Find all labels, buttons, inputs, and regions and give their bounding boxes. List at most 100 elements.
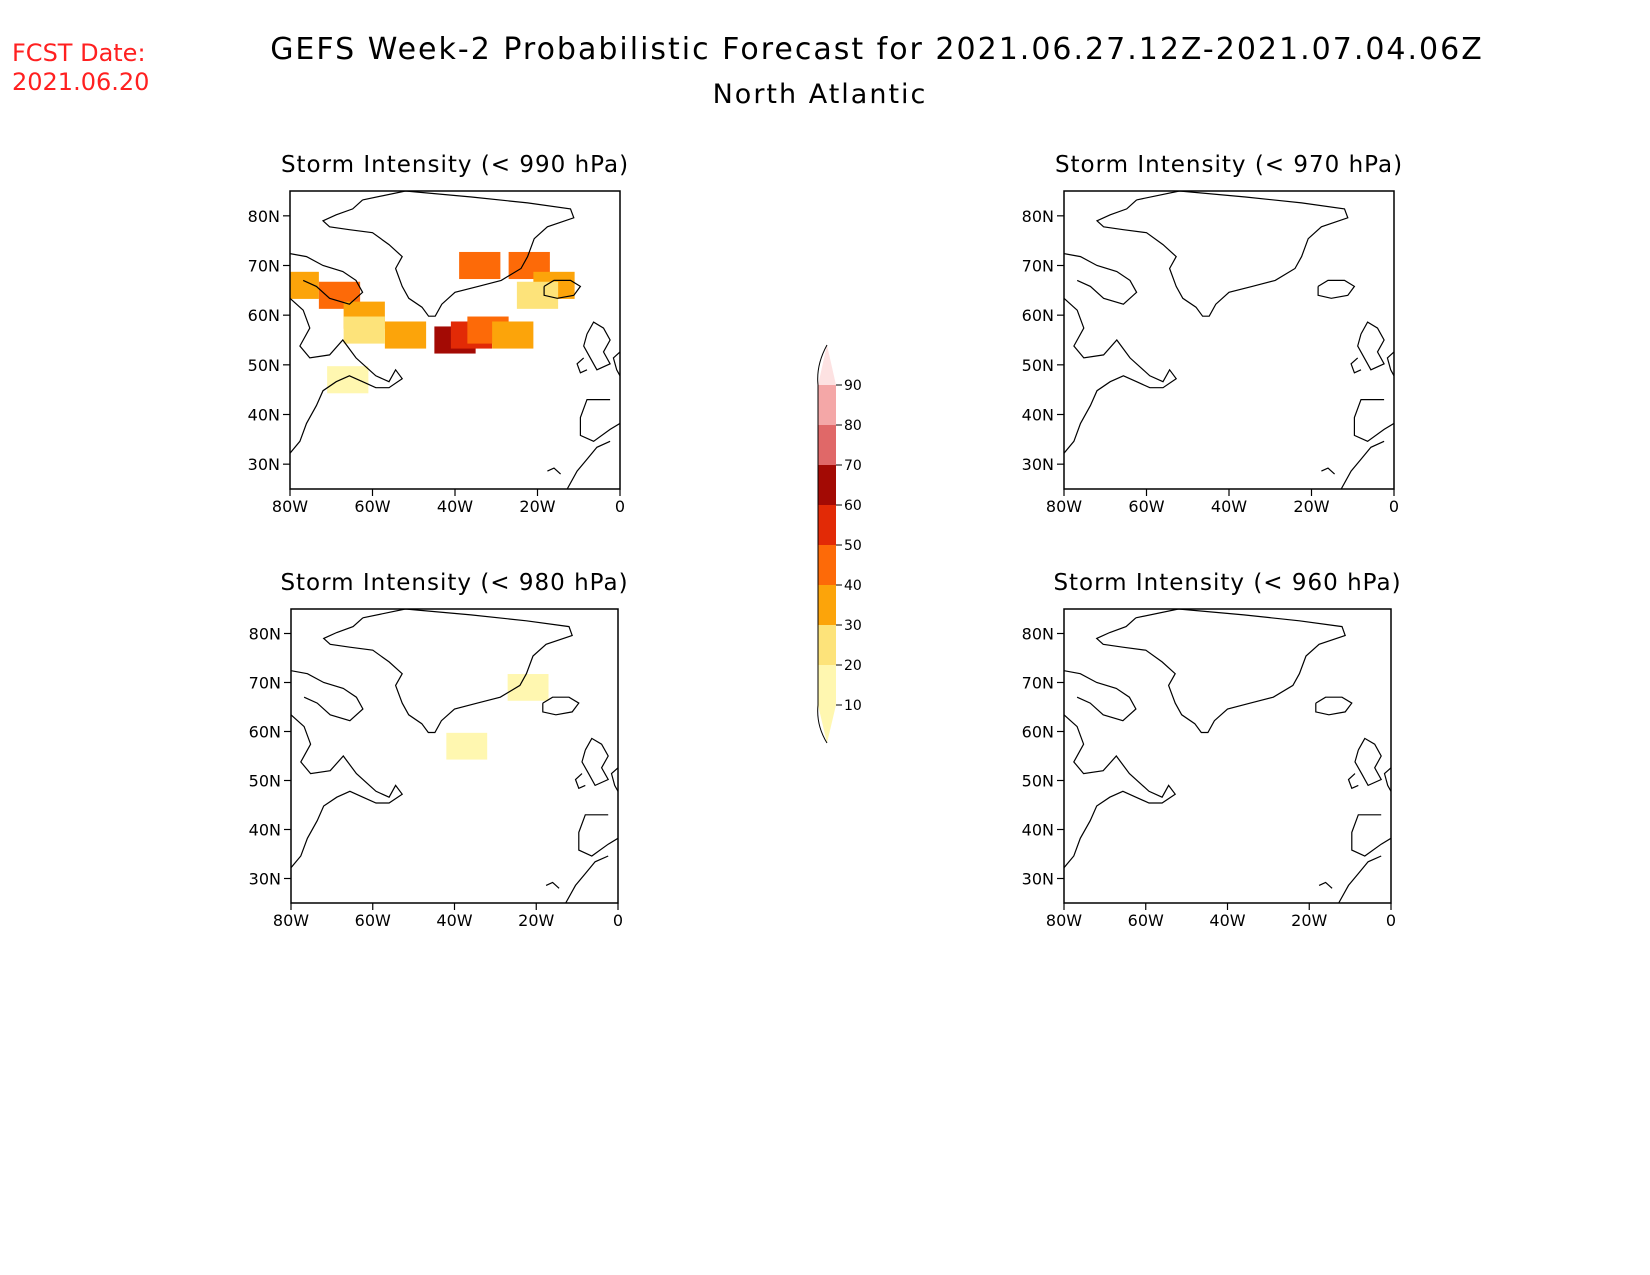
colorbar-segment — [818, 625, 836, 665]
coast-line — [291, 714, 404, 869]
coast-line — [574, 773, 586, 790]
map-frame — [1063, 190, 1395, 490]
coast-line — [290, 297, 404, 454]
coastline — [291, 609, 618, 903]
fcst-date-value: 2021.06.20 — [12, 68, 149, 96]
fcst-date-label: FCST Date: — [12, 39, 146, 67]
colorbar-tick-label: 80 — [844, 418, 862, 434]
colorbar-segment — [818, 385, 836, 425]
lon-tick-label: 60W — [355, 911, 391, 930]
coast-line — [1317, 279, 1356, 299]
coast-line — [579, 399, 620, 442]
coast-line — [612, 351, 620, 377]
panel-title: Storm Intensity (< 970 hPa) — [1055, 152, 1403, 178]
coast-line — [1315, 696, 1353, 716]
probability-cell — [492, 321, 534, 349]
lon-tick-label: 0 — [1386, 911, 1396, 930]
lon-tick-label: 20W — [519, 497, 555, 516]
colorbar-segment — [818, 545, 836, 585]
coast-line — [566, 440, 611, 489]
coast-line — [1095, 609, 1346, 734]
lon-tick-label: 80W — [1046, 497, 1082, 516]
lon-tick-label: 0 — [613, 911, 623, 930]
lat-tick-label: 30N — [1022, 870, 1054, 889]
coastline — [1064, 191, 1394, 489]
coast-line — [1321, 467, 1336, 475]
lat-tick-label: 30N — [249, 870, 281, 889]
coast-line — [565, 855, 609, 903]
map-panels: Storm Intensity (< 990 hPa) 80W 60W 40W 20W 0… — [248, 152, 1403, 930]
lon-tick-label: 40W — [1211, 497, 1247, 516]
colorbar-segment — [818, 425, 836, 465]
lat-tick-label: 50N — [1022, 772, 1054, 791]
lat-tick-label: 40N — [1022, 821, 1054, 840]
lat-tick-label: 80N — [249, 625, 281, 644]
coast-line — [321, 191, 575, 317]
lat-tick-label: 30N — [248, 455, 280, 474]
lon-tick-label: 0 — [1389, 497, 1399, 516]
coastline — [1064, 609, 1391, 903]
coast-line — [576, 357, 588, 374]
lat-tick-label: 80N — [1022, 625, 1054, 644]
coast-line — [1357, 321, 1385, 371]
coast-line — [1386, 351, 1394, 377]
lon-tick-label: 0 — [615, 497, 625, 516]
lon-tick-label: 40W — [436, 911, 472, 930]
coast-line — [1064, 253, 1138, 305]
coast-line — [1318, 881, 1333, 889]
coast-line — [1064, 297, 1178, 454]
lat-tick-label: 50N — [1022, 356, 1054, 375]
colorbar-tick-label: 90 — [844, 378, 862, 394]
coast-line — [610, 767, 618, 792]
colorbar-segment — [818, 585, 836, 625]
coast-line — [1338, 855, 1382, 903]
colorbar-tick-label: 10 — [844, 698, 862, 714]
lon-tick-label: 20W — [518, 911, 554, 930]
coast-line — [290, 253, 364, 305]
map-panel: Storm Intensity (< 990 hPa) 80W 60W 40W 20W 0… — [248, 152, 628, 516]
coast-line — [1347, 773, 1359, 790]
coast-line — [1354, 737, 1383, 787]
map-frame — [1063, 608, 1392, 904]
lon-tick-label: 80W — [273, 911, 309, 930]
probability-cell — [384, 321, 427, 349]
lon-tick-label: 60W — [1128, 911, 1164, 930]
coast-line — [1095, 191, 1349, 317]
lon-tick-label: 40W — [1209, 911, 1245, 930]
coast-line — [1353, 399, 1394, 442]
probability-field — [290, 251, 575, 394]
colorbar-segment — [818, 465, 836, 505]
lon-tick-label: 60W — [354, 497, 390, 516]
lat-tick-label: 50N — [249, 772, 281, 791]
probability-field — [446, 674, 549, 760]
map-panel: Storm Intensity (< 960 hPa) 80W 60W 40W 20W 0… — [1022, 570, 1401, 930]
coastline — [290, 191, 620, 489]
coast-line — [578, 814, 618, 857]
probability-cell — [459, 251, 501, 280]
lat-tick-label: 60N — [249, 723, 281, 742]
figure-subtitle: North Atlantic — [713, 79, 928, 110]
lon-tick-label: 40W — [437, 497, 473, 516]
colorbar-tick-label: 40 — [844, 578, 862, 594]
lat-tick-label: 40N — [249, 821, 281, 840]
probability-cell — [516, 281, 559, 309]
lat-tick-label: 40N — [1022, 406, 1054, 425]
lat-tick-label: 30N — [1022, 455, 1054, 474]
panel-title: Storm Intensity (< 960 hPa) — [1053, 570, 1401, 596]
colorbar-tick-label: 70 — [844, 458, 862, 474]
coast-line — [543, 279, 582, 299]
lat-tick-label: 60N — [248, 306, 280, 325]
lat-tick-label: 70N — [1022, 257, 1054, 276]
coast-line — [583, 321, 611, 371]
coast-line — [291, 670, 364, 722]
map-panel: Storm Intensity (< 980 hPa) 80W 60W 40W 20W 0… — [249, 570, 628, 930]
lat-tick-label: 70N — [248, 257, 280, 276]
coast-line — [545, 881, 560, 889]
lat-tick-label: 70N — [1022, 674, 1054, 693]
colorbar-min-extension — [818, 705, 836, 743]
lat-tick-label: 80N — [248, 207, 280, 226]
probability-cell — [327, 366, 369, 394]
lat-tick-label: 50N — [248, 356, 280, 375]
coast-line — [1340, 440, 1385, 489]
